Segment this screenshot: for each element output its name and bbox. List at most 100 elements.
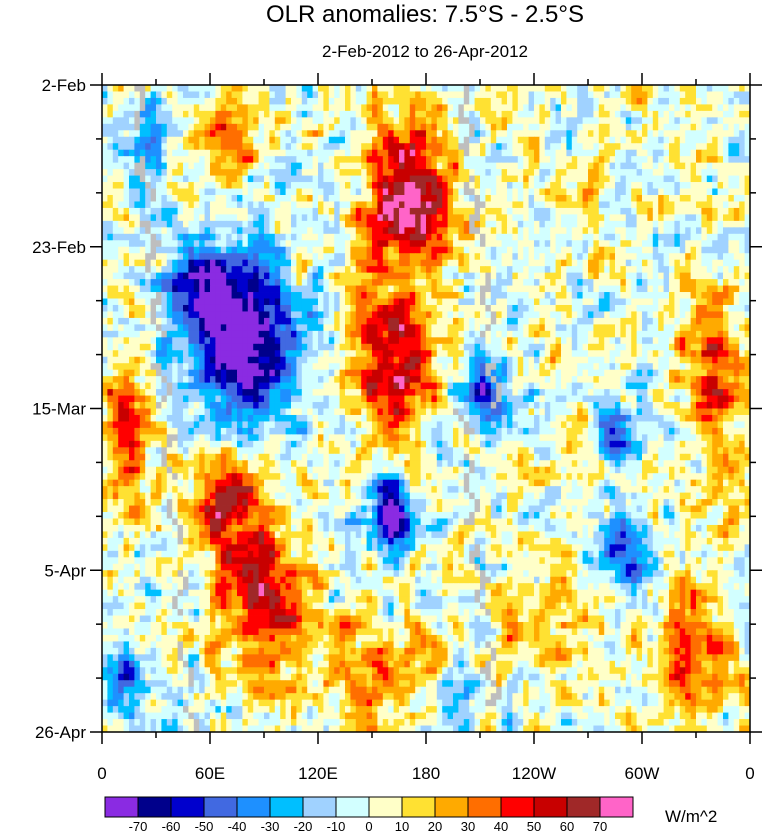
anomaly-cell [442,110,448,118]
anomaly-cell [210,207,216,215]
anomaly-cell [561,337,567,345]
anomaly-cell [631,85,637,92]
anomaly-cell [280,104,286,112]
anomaly-cell [604,272,610,280]
anomaly-cell [571,201,578,209]
anomaly-cell [204,169,211,176]
anomaly-cell [285,324,292,332]
anomaly-cell [296,175,303,183]
anomaly-cell [301,136,308,144]
anomaly-cell [350,317,357,325]
anomaly-cell [550,188,556,196]
anomaly-cell [291,188,297,196]
anomaly-cell [307,240,313,248]
anomaly-cell [426,182,432,189]
anomaly-cell [523,272,529,280]
anomaly-cell [485,311,492,319]
anomaly-cell [382,311,389,319]
anomaly-cell [674,143,681,151]
anomaly-cell [517,227,524,235]
anomaly-cell [647,85,654,92]
anomaly-cell [647,253,654,261]
anomaly-cell [366,220,373,228]
anomaly-cell [210,330,216,338]
anomaly-cell [334,117,340,125]
anomaly-cell [544,194,551,202]
anomaly-cell [588,214,594,222]
anomaly-cell [555,104,562,112]
anomaly-cell [188,227,195,235]
anomaly-cell [269,266,276,274]
anomaly-cell [728,194,735,202]
anomaly-cell [345,97,351,105]
anomaly-cell [377,292,384,299]
anomaly-cell [312,110,319,118]
anomaly-cell [474,292,481,299]
anomaly-cell [469,136,475,144]
anomaly-cell [669,337,675,345]
anomaly-cell [604,169,610,176]
anomaly-cell [177,110,184,118]
anomaly-cell [247,266,254,274]
anomaly-cell [544,207,551,215]
anomaly-cell [463,253,470,261]
anomaly-cell [139,123,146,131]
anomaly-cell [663,337,670,345]
anomaly-cell [474,272,481,280]
anomaly-cell [512,337,519,345]
anomaly-cell [334,188,340,196]
anomaly-cell [652,240,659,248]
anomaly-cell [253,85,259,92]
anomaly-cell [415,324,421,332]
anomaly-cell [620,220,627,228]
anomaly-cell [339,220,346,228]
anomaly-cell [658,136,664,144]
anomaly-cell [598,259,605,267]
anomaly-cell [501,201,508,209]
anomaly-cell [150,233,157,241]
anomaly-cell [507,330,513,338]
anomaly-cell [453,259,459,267]
anomaly-cell [598,182,605,189]
anomaly-cell [480,317,486,325]
anomaly-cell [210,214,216,222]
anomaly-cell [669,279,675,286]
anomaly-cell [210,182,216,189]
anomaly-cell [507,279,513,286]
anomaly-cell [566,311,573,319]
anomaly-cell [318,343,324,351]
anomaly-cell [199,117,205,125]
anomaly-cell [339,311,346,319]
anomaly-cell [220,117,227,125]
anomaly-cell [107,110,114,118]
anomaly-cell [372,304,378,312]
anomaly-cell [647,240,654,248]
anomaly-cell [696,311,702,319]
anomaly-cell [674,91,681,99]
anomaly-cell [447,207,454,215]
anomaly-cell [161,136,168,144]
anomaly-cell [318,220,324,228]
anomaly-cell [652,85,659,92]
anomaly-cell [480,220,486,228]
anomaly-cell [393,201,400,209]
anomaly-cell [733,194,740,202]
anomaly-cell [242,298,249,306]
anomaly-cell [474,169,481,176]
anomaly-cell [674,272,681,280]
anomaly-cell [177,130,184,138]
anomaly-cell [345,104,351,112]
anomaly-cell [404,162,411,170]
anomaly-cell [647,324,654,332]
anomaly-cell [723,337,729,345]
anomaly-cell [539,233,546,241]
anomaly-cell [204,97,211,105]
anomaly-cell [685,292,691,299]
anomaly-cell [334,123,340,131]
anomaly-cell [636,292,643,299]
anomaly-cell [118,97,124,105]
anomaly-cell [166,175,173,183]
anomaly-cell [517,110,524,118]
anomaly-cell [561,330,567,338]
anomaly-cell [388,91,394,99]
